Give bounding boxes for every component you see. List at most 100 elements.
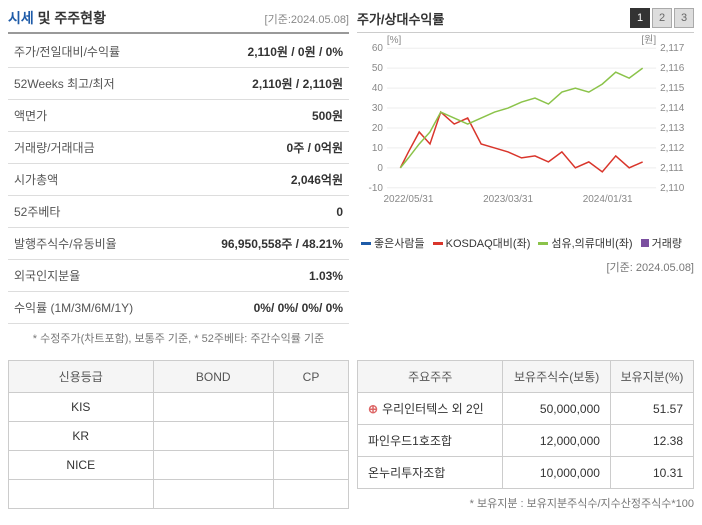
footnote-left: * 수정주가(차트포함), 보통주 기준, * 52주베타: 주간수익률 기준 — [8, 324, 349, 352]
legend-item: KOSDAQ대비(좌) — [433, 235, 531, 251]
holder-shares: 50,000,000 — [503, 393, 611, 425]
svg-text:30: 30 — [372, 103, 384, 114]
chart-tabs: 123 — [630, 8, 694, 28]
chart-area: [%][원]-102,11002,111102,112202,113302,11… — [357, 33, 694, 233]
info-label: 52주베타 — [8, 196, 151, 228]
right-column: 주가/상대수익률 123 [%] [원] -10 2,110 0 2,111 10 2,112… — [357, 8, 694, 352]
svg-text:10: 10 — [372, 143, 384, 154]
info-row: 주가/전일대비/수익률2,110원 / 0원 / 0% — [8, 36, 349, 68]
chart-tab-3[interactable]: 3 — [674, 8, 694, 28]
info-value: 96,950,558주 / 48.21% — [151, 228, 349, 260]
holders-section: 주요주주보유주식수(보통)보유지분(%) ⊕우리인터텍스 외 2인50,000,… — [357, 360, 694, 517]
rating-cell — [153, 480, 273, 509]
holder-name[interactable]: ⊕ 우리인터텍스 외 2인 — [358, 393, 503, 425]
svg-text:2,116: 2,116 — [660, 63, 685, 74]
rating-table: 신용등급BONDCP KISKRNICE — [8, 360, 349, 509]
rating-cell — [153, 422, 273, 451]
svg-text:60: 60 — [372, 43, 384, 54]
info-value: 1.03% — [151, 260, 349, 292]
info-row: 52Weeks 최고/최저2,110원 / 2,110원 — [8, 68, 349, 100]
svg-text:20: 20 — [372, 123, 384, 134]
chart-tab-1[interactable]: 1 — [630, 8, 650, 28]
info-table: 주가/전일대비/수익률2,110원 / 0원 / 0%52Weeks 최고/최저… — [8, 36, 349, 324]
svg-text:2023/03/31: 2023/03/31 — [483, 194, 533, 205]
svg-text:2024/01/31: 2024/01/31 — [583, 194, 633, 205]
info-row: 외국인지분율1.03% — [8, 260, 349, 292]
holder-name: 온누리투자조합 — [358, 457, 503, 489]
svg-text:[원]: [원] — [641, 34, 656, 46]
section-header-left: 시세 및 주주현황 [기준:2024.05.08] — [8, 8, 349, 34]
holder-header: 보유지분(%) — [610, 361, 693, 393]
holder-pct: 10.31 — [610, 457, 693, 489]
expand-icon[interactable]: ⊕ — [368, 402, 378, 416]
info-label: 발행주식수/유동비율 — [8, 228, 151, 260]
legend-swatch — [538, 242, 548, 245]
holder-name-text: 우리인터텍스 외 2인 — [382, 402, 484, 416]
holder-row: 온누리투자조합10,000,00010.31 — [358, 457, 694, 489]
svg-text:-10: -10 — [369, 183, 384, 194]
info-label: 시가총액 — [8, 164, 151, 196]
info-label: 수익률 (1M/3M/6M/1Y) — [8, 292, 151, 324]
holder-row: ⊕우리인터텍스 외 2인50,000,00051.57 — [358, 393, 694, 425]
info-row: 52주베타0 — [8, 196, 349, 228]
rating-row: KR — [9, 422, 349, 451]
legend-label: 섬유,의류대비(좌) — [551, 235, 632, 251]
info-label: 거래량/거래대금 — [8, 132, 151, 164]
svg-text:40: 40 — [372, 83, 384, 94]
rating-header: CP — [273, 361, 348, 393]
info-label: 주가/전일대비/수익률 — [8, 36, 151, 68]
info-label: 외국인지분율 — [8, 260, 151, 292]
svg-text:2,115: 2,115 — [660, 83, 685, 94]
holder-name-text: 파인우드1호조합 — [368, 434, 452, 448]
svg-text:2,112: 2,112 — [660, 143, 685, 154]
legend-swatch — [361, 242, 371, 245]
svg-text:[%]: [%] — [387, 35, 402, 46]
svg-text:2022/05/31: 2022/05/31 — [383, 194, 433, 205]
legend-swatch — [641, 239, 649, 247]
price-chart: [%][원]-102,11002,111102,112202,113302,11… — [357, 33, 694, 213]
info-value: 500원 — [151, 100, 349, 132]
rating-cell — [273, 422, 348, 451]
rating-label: NICE — [9, 451, 154, 480]
info-row: 액면가500원 — [8, 100, 349, 132]
info-value: 2,110원 / 2,110원 — [151, 68, 349, 100]
holder-name: 파인우드1호조합 — [358, 425, 503, 457]
chart-header: 주가/상대수익률 123 — [357, 8, 694, 33]
info-label: 52Weeks 최고/최저 — [8, 68, 151, 100]
rating-header: BOND — [153, 361, 273, 393]
legend-item: 좋은사람들 — [361, 235, 425, 251]
info-row: 수익률 (1M/3M/6M/1Y)0%/ 0%/ 0%/ 0% — [8, 292, 349, 324]
rating-header: 신용등급 — [9, 361, 154, 393]
holder-row: 파인우드1호조합 12,000,00012.38 — [358, 425, 694, 457]
info-value: 0%/ 0%/ 0%/ 0% — [151, 292, 349, 324]
rating-cell — [273, 480, 348, 509]
rating-label: KIS — [9, 393, 154, 422]
title-rest: 및 주주현황 — [34, 10, 106, 26]
holder-header: 보유주식수(보통) — [503, 361, 611, 393]
legend-item: 섬유,의류대비(좌) — [538, 235, 632, 251]
date-note-left: [기준:2024.05.08] — [265, 11, 349, 27]
title-accent: 시세 — [8, 10, 34, 26]
svg-text:2,114: 2,114 — [660, 103, 685, 114]
legend-label: 좋은사람들 — [374, 235, 425, 251]
svg-text:2,110: 2,110 — [660, 183, 685, 194]
rating-cell — [153, 451, 273, 480]
info-label: 액면가 — [8, 100, 151, 132]
info-value: 2,046억원 — [151, 164, 349, 196]
holders-table: 주요주주보유주식수(보통)보유지분(%) ⊕우리인터텍스 외 2인50,000,… — [357, 360, 694, 489]
rating-cell — [9, 480, 154, 509]
legend-swatch — [433, 242, 443, 245]
holder-shares: 12,000,000 — [503, 425, 611, 457]
info-value: 0주 / 0억원 — [151, 132, 349, 164]
svg-text:50: 50 — [372, 63, 384, 74]
series-line — [400, 68, 642, 168]
section-title: 시세 및 주주현황 — [8, 8, 106, 28]
chart-tab-2[interactable]: 2 — [652, 8, 672, 28]
svg-text:0: 0 — [377, 163, 383, 174]
rating-cell — [273, 451, 348, 480]
rating-cell — [153, 393, 273, 422]
holder-pct: 12.38 — [610, 425, 693, 457]
rating-section: 신용등급BONDCP KISKRNICE — [8, 360, 349, 517]
holders-footnote: * 보유지분 : 보유지분주식수/지수산정주식수*100 — [357, 489, 694, 517]
svg-text:2,111: 2,111 — [660, 163, 684, 174]
